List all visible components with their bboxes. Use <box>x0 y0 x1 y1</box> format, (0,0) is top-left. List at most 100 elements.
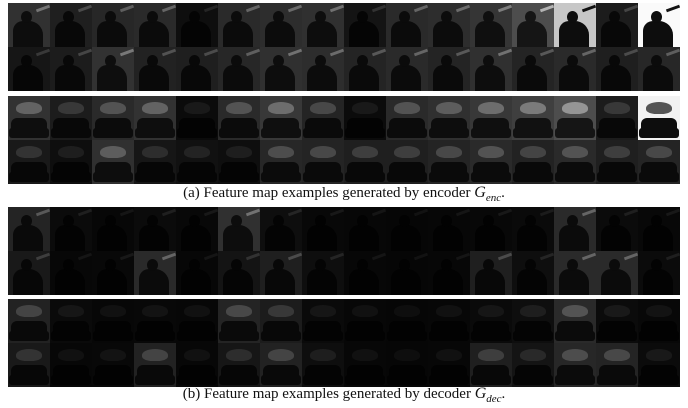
sofa-back <box>473 365 509 377</box>
silhouette-head <box>525 215 536 227</box>
silhouette-head <box>231 11 242 23</box>
silhouette-head <box>315 11 326 23</box>
silhouette-body <box>223 225 253 251</box>
feature-map-tile <box>554 299 596 343</box>
sofa-seat <box>93 128 133 138</box>
ornament <box>478 146 504 158</box>
feature-map-tile <box>302 251 344 295</box>
chair-edge <box>77 48 92 57</box>
feature-map-tile <box>218 140 260 184</box>
sofa-seat <box>135 375 175 385</box>
chair-edge <box>371 208 386 217</box>
sofa-back <box>515 365 551 377</box>
feature-map-tile <box>50 3 92 47</box>
chair-edge <box>539 48 554 57</box>
sofa-seat <box>219 331 259 341</box>
sofa-seat <box>51 331 91 341</box>
feature-map-tile <box>176 299 218 343</box>
chair-edge <box>623 252 638 261</box>
chair-edge <box>371 4 386 13</box>
chair-edge <box>203 252 218 261</box>
feature-map-tile <box>134 299 176 343</box>
chair-edge <box>413 208 428 217</box>
feature-map-tile <box>470 47 512 91</box>
ornament <box>310 102 336 114</box>
silhouette-body <box>181 269 211 295</box>
decoder-chair-panel <box>8 207 680 295</box>
sofa-back <box>179 118 215 130</box>
feature-map-tile <box>554 343 596 387</box>
feature-map-tile <box>512 343 554 387</box>
sofa-seat <box>9 331 49 341</box>
ornament <box>352 146 378 158</box>
silhouette-body <box>139 269 169 295</box>
feature-map-tile <box>218 343 260 387</box>
sofa-seat <box>471 172 511 182</box>
sofa-back <box>95 321 131 333</box>
silhouette-head <box>399 11 410 23</box>
chair-edge <box>119 48 134 57</box>
ornament <box>268 349 294 361</box>
chair-edge <box>245 48 260 57</box>
sofa-seat <box>303 375 343 385</box>
chair-edge <box>287 208 302 217</box>
feature-map-tile <box>50 140 92 184</box>
sofa-back <box>599 321 635 333</box>
chair-edge <box>329 252 344 261</box>
sofa-seat <box>513 128 553 138</box>
silhouette-head <box>651 11 662 23</box>
ornament <box>394 305 420 317</box>
ornament <box>16 349 42 361</box>
feature-map-tile <box>92 343 134 387</box>
silhouette-head <box>147 55 158 67</box>
ornament <box>58 349 84 361</box>
ornament <box>100 305 126 317</box>
ornament <box>604 349 630 361</box>
sofa-back <box>305 321 341 333</box>
sofa-seat <box>177 375 217 385</box>
ornament <box>142 146 168 158</box>
feature-map-tile <box>386 299 428 343</box>
feature-map-tile <box>92 207 134 251</box>
sofa-back <box>389 118 425 130</box>
sofa-seat <box>219 172 259 182</box>
sofa-back <box>11 162 47 174</box>
sofa-back <box>431 321 467 333</box>
silhouette-body <box>391 21 421 47</box>
feature-map-tile <box>596 299 638 343</box>
sofa-back <box>557 118 593 130</box>
silhouette-body <box>55 21 85 47</box>
silhouette-head <box>273 11 284 23</box>
sofa-seat <box>429 331 469 341</box>
silhouette-head <box>357 259 368 271</box>
silhouette-body <box>391 225 421 251</box>
silhouette-head <box>273 55 284 67</box>
ornament <box>478 102 504 114</box>
silhouette-body <box>349 65 379 91</box>
chair-edge <box>497 48 512 57</box>
feature-map-tile <box>176 343 218 387</box>
silhouette-body <box>601 269 631 295</box>
sofa-seat <box>429 375 469 385</box>
feature-map-tile <box>470 343 512 387</box>
chair-edge <box>539 252 554 261</box>
silhouette-head <box>105 259 116 271</box>
silhouette-body <box>643 21 673 47</box>
feature-map-tile <box>302 96 344 140</box>
silhouette-head <box>63 55 74 67</box>
feature-map-tile <box>638 47 680 91</box>
sofa-back <box>641 365 677 377</box>
feature-map-tile <box>8 207 50 251</box>
feature-map-tile <box>428 3 470 47</box>
caption-b-subscript: dec <box>486 393 502 405</box>
feature-map-tile <box>638 251 680 295</box>
chair-edge <box>245 252 260 261</box>
silhouette-body <box>55 225 85 251</box>
sofa-seat <box>597 375 637 385</box>
sofa-back <box>221 162 257 174</box>
sofa-back <box>473 321 509 333</box>
ornament <box>604 305 630 317</box>
silhouette-head <box>567 11 578 23</box>
silhouette-head <box>441 215 452 227</box>
chair-edge <box>35 208 50 217</box>
